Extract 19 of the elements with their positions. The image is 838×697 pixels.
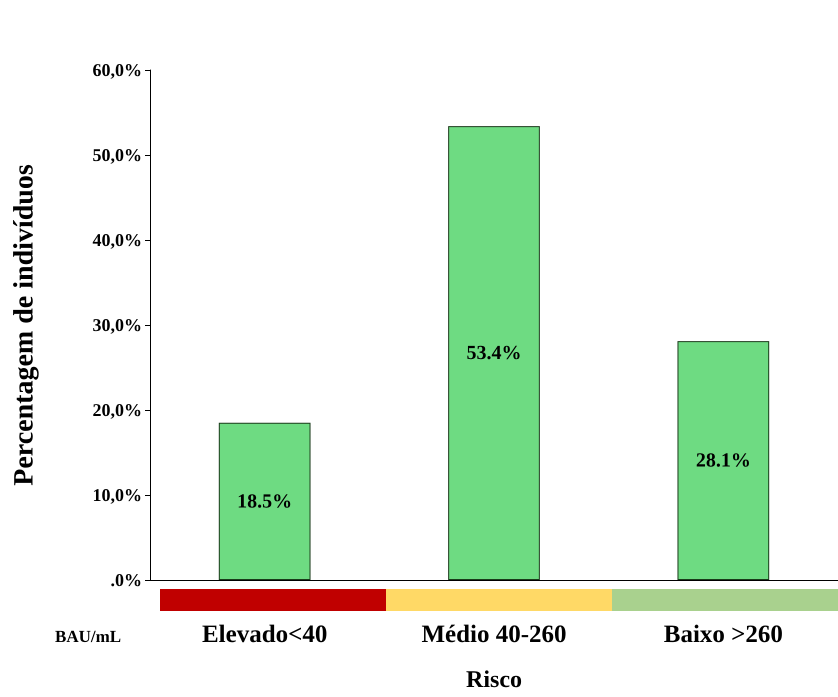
bar: [218, 422, 311, 580]
data-label: 53.4%: [466, 342, 522, 364]
x-axis-title: Risco: [466, 667, 522, 693]
x-tick-label: Médio 40-260: [421, 621, 567, 648]
y-tick-label: 50,0%: [92, 145, 142, 165]
y-axis-title: Percentagem de indivíduos: [8, 164, 40, 486]
y-tick-label: .0%: [110, 570, 142, 590]
x-tick-label: Elevado<40: [202, 621, 328, 648]
x-tick-label: Baixo >260: [664, 621, 783, 648]
y-tick-label: 20,0%: [92, 400, 142, 420]
y-tick-label: 60,0%: [92, 60, 142, 80]
text: BAU/mL: [55, 627, 122, 646]
y-tick-label: 40,0%: [92, 230, 142, 250]
data-label: 18.5%: [237, 490, 292, 512]
y-tick-label: 10,0%: [92, 485, 142, 505]
bar: [448, 126, 540, 580]
data-label: 28.1%: [696, 450, 751, 472]
y-tick-label: 30,0%: [92, 315, 142, 335]
bar: [677, 341, 770, 580]
